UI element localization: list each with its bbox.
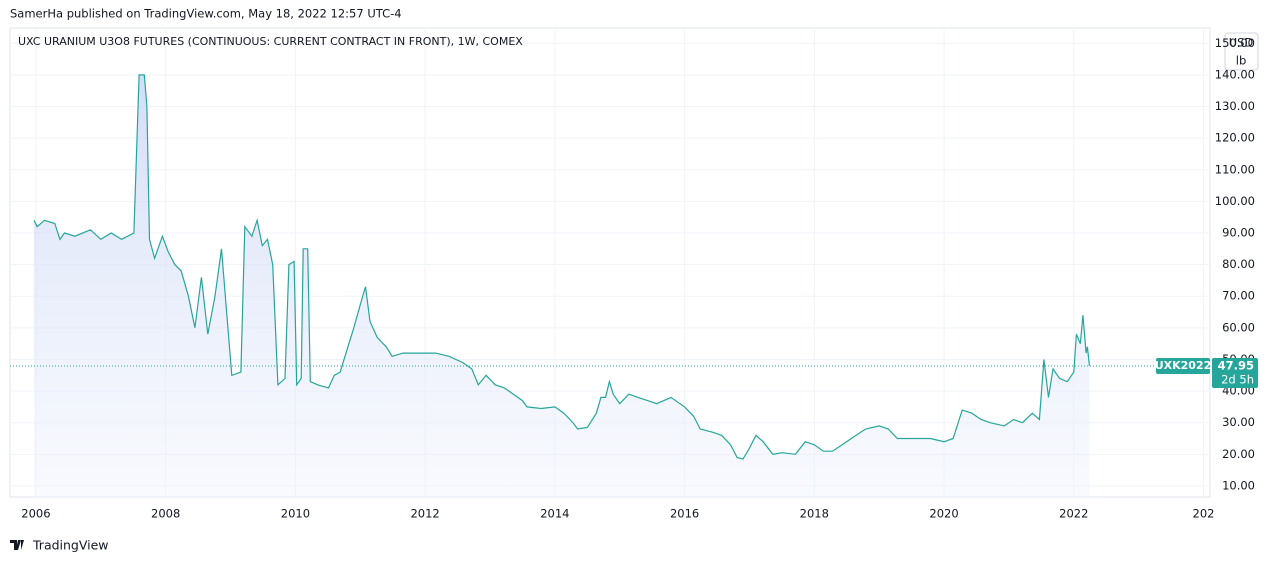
x-tick-label: 2010	[281, 507, 310, 521]
x-tick-label: 2012	[410, 507, 439, 521]
y-tick-label: 10.00	[1222, 478, 1255, 492]
y-tick-label: 140.00	[1215, 67, 1255, 81]
x-tick-label: 2020	[929, 507, 958, 521]
publisher-line: SamerHa published on TradingView.com, Ma…	[10, 7, 402, 21]
y-tick-label: 100.00	[1215, 194, 1255, 208]
symbol-label: UXK2022	[1155, 359, 1212, 372]
unit-box[interactable]	[1224, 32, 1259, 71]
x-tick-label: 2006	[21, 507, 50, 521]
price-line	[33, 74, 1090, 460]
y-tick-label: 60.00	[1222, 320, 1255, 334]
y-tick-label: 150.00	[1215, 36, 1255, 50]
footer-brand: TradingView	[32, 538, 109, 553]
x-tick-label: 2022	[1059, 507, 1088, 521]
y-tick-label: 90.00	[1222, 225, 1255, 239]
countdown-label: 2d 5h	[1221, 372, 1254, 386]
price-tag	[1212, 357, 1258, 388]
y-tick-label: 30.00	[1222, 415, 1255, 429]
x-tick-label: 202	[1193, 507, 1215, 521]
x-tick-label: 2008	[151, 507, 180, 521]
x-tick-label: 2018	[800, 507, 829, 521]
symbol-tag	[1156, 357, 1210, 374]
tv-logo	[10, 540, 24, 550]
y-tick-label: 130.00	[1215, 99, 1255, 113]
price-label: 47.95	[1218, 358, 1254, 372]
y-tick-label: 20.00	[1222, 447, 1255, 461]
x-tick-label: 2016	[670, 507, 699, 521]
unit: lb	[1236, 54, 1247, 68]
chart-title: UXC URANIUM U3O8 FUTURES (CONTINUOUS: CU…	[18, 35, 523, 48]
x-tick-label: 2014	[540, 507, 569, 521]
y-tick-label: 80.00	[1222, 257, 1255, 271]
y-tick-label: 110.00	[1215, 162, 1255, 176]
area-fill	[34, 74, 1090, 498]
y-tick-label: 120.00	[1215, 131, 1255, 145]
currency: USD	[1229, 36, 1254, 50]
y-tick-label: 70.00	[1222, 289, 1255, 303]
